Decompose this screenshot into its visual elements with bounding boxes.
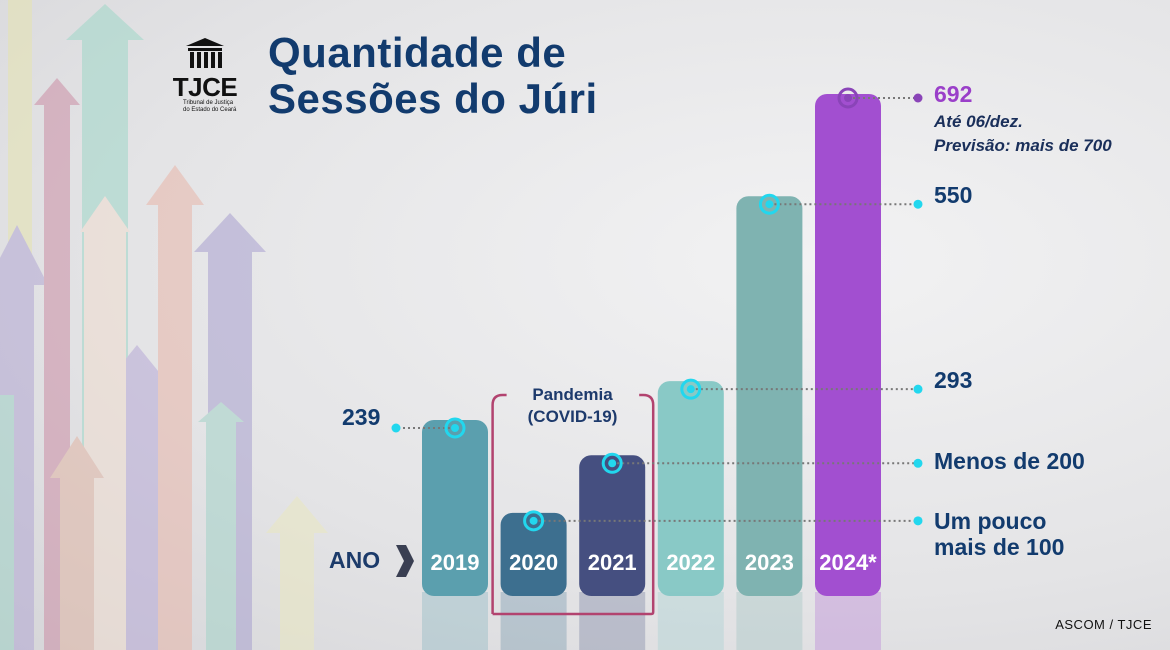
- background-arrows: [0, 0, 328, 650]
- value-marker-ring: [523, 510, 545, 532]
- value-label-2020-line1: Um pouco: [934, 508, 1047, 534]
- year-axis-label: ANO: [329, 547, 381, 573]
- value-marker-dot: [844, 94, 852, 102]
- value-marker-ring: [758, 193, 780, 215]
- arrow-decoration: [198, 402, 244, 650]
- bar-reflection: [657, 592, 724, 650]
- value-label-2024: 692: [934, 81, 973, 107]
- tjce-logo: TJCE Tribunal de Justiça do Estado do Ce…: [165, 36, 245, 114]
- logo-subtitle-line2: do Estado do Ceará: [183, 107, 237, 113]
- year-label-2024: 2024*: [819, 550, 877, 575]
- pandemic-frame-layer: [491, 393, 655, 616]
- title-line-2: Sessões do Júri: [268, 75, 598, 122]
- page-title: Quantidade de Sessões do Júri: [268, 30, 598, 122]
- bar-2024: [815, 94, 881, 596]
- value-label-2023: 550: [934, 182, 973, 208]
- year-label-2020: 2020: [509, 550, 558, 575]
- bar-reflection: [736, 592, 803, 650]
- title-line-1: Quantidade de: [268, 29, 567, 76]
- value-marker-ring: [837, 87, 859, 109]
- value-marker-dot: [686, 385, 695, 394]
- bar-reflection: [422, 592, 488, 650]
- year-label-2022: 2022: [666, 550, 715, 575]
- year-label-2021: 2021: [588, 550, 637, 575]
- value-label-2022: 293: [934, 367, 973, 393]
- bar-2020: [500, 512, 567, 596]
- year-labels-layer: 2019 2020 2021 2022 2023 2024*: [431, 550, 878, 575]
- leader-dot: [913, 384, 923, 394]
- value-label-2020-line2: mais de 100: [934, 534, 1065, 560]
- value-marker-dot: [608, 459, 617, 468]
- pandemic-label-line2: (COVID-19): [527, 407, 618, 426]
- leader-dot: [913, 458, 923, 468]
- bar-reflection: [500, 592, 567, 650]
- value-marker-ring: [680, 378, 702, 400]
- arrow-decoration: [50, 436, 104, 650]
- markers-layer: [444, 87, 859, 532]
- value-marker-ring: [601, 452, 623, 474]
- arrow-decoration: [146, 165, 204, 650]
- value-marker-dot: [451, 424, 459, 433]
- value-note-2024-line2: Previsão: mais de 700: [934, 136, 1112, 155]
- bar-2019: [422, 420, 488, 596]
- value-label-2019: 239: [342, 404, 381, 430]
- pandemic-label: Pandemia (COVID-19): [500, 384, 645, 428]
- year-label-2019: 2019: [431, 550, 480, 575]
- value-note-2024-line1: Até 06/dez.: [934, 112, 1023, 131]
- value-marker-dot: [529, 516, 538, 525]
- leader-dot: [913, 93, 923, 103]
- chevron-right-icon: [396, 545, 414, 577]
- year-label-2023: 2023: [745, 550, 794, 575]
- value-label-2020: Um pouco mais de 100: [934, 508, 1064, 560]
- arrow-decoration: [266, 496, 328, 650]
- pandemic-label-line1: Pandemia: [532, 385, 613, 404]
- logo-subtitle-line1: Tribunal de Justiça: [183, 100, 234, 106]
- value-label-2021: Menos de 200: [934, 448, 1085, 474]
- logo-text: TJCE: [172, 72, 238, 102]
- value-marker-dot: [765, 200, 774, 209]
- arrow-decoration: [0, 395, 14, 650]
- value-note-2024: Até 06/dez. Previsão: mais de 700: [934, 110, 1112, 158]
- bar-reflection: [815, 592, 881, 650]
- bar-2022: [657, 381, 724, 596]
- value-marker-ring: [444, 417, 466, 439]
- bar-2021: [579, 455, 646, 596]
- leader-dot: [391, 423, 401, 433]
- pandemic-frame: [491, 393, 655, 616]
- bar-reflection: [579, 592, 646, 650]
- leader-dot: [913, 199, 923, 209]
- leader-dot: [913, 516, 923, 526]
- credit-text: ASCOM / TJCE: [1055, 617, 1152, 632]
- leader-lines-layer: [391, 93, 923, 526]
- courthouse-icon: [186, 38, 224, 68]
- bar-2023: [736, 196, 803, 597]
- bars-layer: [422, 94, 881, 650]
